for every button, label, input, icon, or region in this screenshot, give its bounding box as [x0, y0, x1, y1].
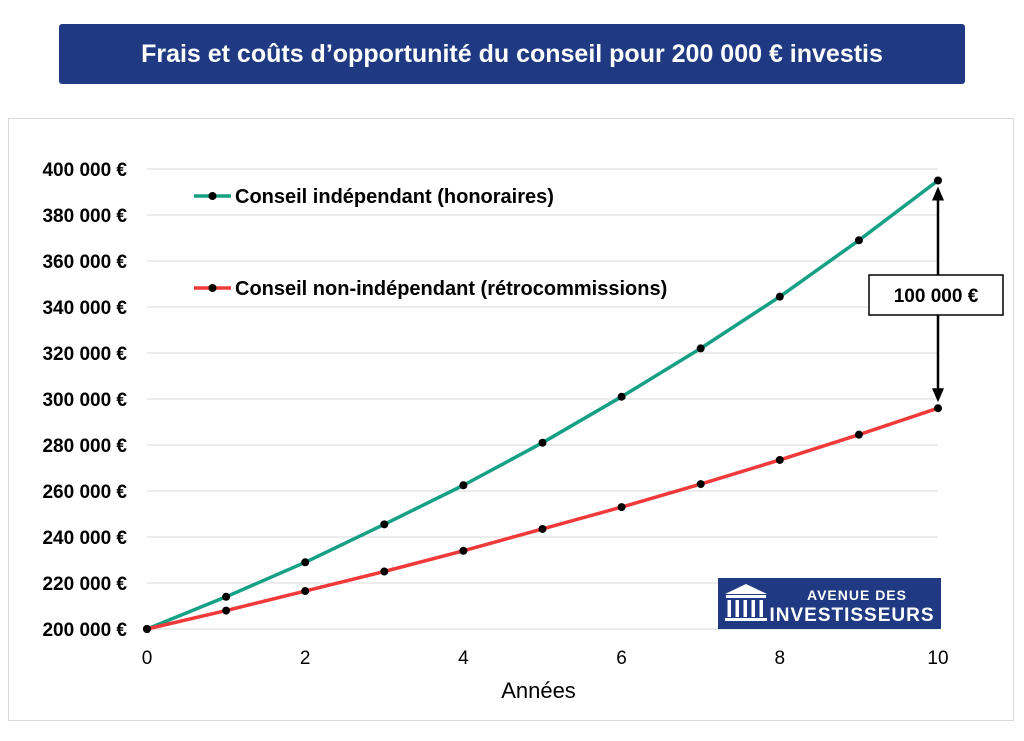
title-banner: Frais et coûts d’opportunité du conseil … [59, 24, 965, 84]
data-point [538, 524, 547, 533]
line-chart: 200 000 € 220 000 € 240 000 € 260 000 € 280 … [42, 160, 1004, 703]
data-point [696, 344, 705, 353]
y-tick-label: 360 000 € [42, 252, 127, 273]
x-tick-label: 6 [616, 648, 627, 669]
data-point [459, 546, 468, 555]
logo-column [759, 600, 763, 617]
logo-column [751, 600, 755, 617]
x-axis-title: Années [501, 678, 576, 703]
difference-label: 100 000 € [894, 286, 979, 307]
x-tick-label: 2 [300, 648, 311, 669]
y-tick-label: 260 000 € [42, 482, 127, 503]
chart-title: Frais et coûts d’opportunité du conseil … [141, 39, 883, 68]
data-point [222, 606, 231, 615]
bank-columns-icon [725, 584, 767, 621]
logo-column [727, 600, 731, 617]
series-line [145, 178, 940, 631]
logo-column [743, 600, 747, 617]
legend-label: Conseil non-indépendant (rétrocommission… [235, 278, 667, 300]
data-point [934, 404, 942, 413]
x-tick-label: 8 [775, 648, 786, 669]
chart-frame: 200 000 € 220 000 € 240 000 € 260 000 € 280 … [8, 118, 1014, 721]
data-point [854, 236, 863, 245]
data-point [301, 587, 310, 596]
data-point [775, 455, 784, 464]
y-tick-label: 220 000 € [42, 574, 127, 595]
y-tick-label: 320 000 € [42, 344, 127, 365]
logo-beam [726, 595, 766, 598]
difference-box [868, 274, 1004, 316]
logo-line2: INVESTISSEURS [769, 605, 934, 626]
data-point [222, 592, 231, 601]
data-point [934, 176, 942, 185]
x-tick-label: 0 [142, 648, 153, 669]
y-tick-label: 300 000 € [42, 390, 127, 411]
y-tick-label: 340 000 € [42, 298, 127, 319]
data-point [696, 480, 705, 489]
data-point [617, 503, 626, 512]
data-point [775, 292, 784, 301]
arrow-up-icon [932, 186, 944, 201]
data-point [380, 520, 389, 529]
data-point [459, 481, 468, 490]
legend-label: Conseil indépendant (honoraires) [235, 186, 554, 208]
logo-roof [725, 584, 767, 594]
data-point [538, 438, 547, 447]
data-point [143, 625, 151, 633]
data-point [301, 558, 310, 567]
y-tick-label: 280 000 € [42, 436, 127, 457]
data-point [380, 567, 389, 576]
y-tick-label: 240 000 € [42, 528, 127, 549]
x-tick-label: 4 [458, 648, 469, 669]
y-tick-label: 400 000 € [42, 160, 127, 181]
y-tick-label: 200 000 € [42, 620, 127, 641]
arrow-down-icon [932, 388, 944, 403]
logo-column [735, 600, 739, 617]
y-tick-label: 380 000 € [42, 206, 127, 227]
logo-line1: AVENUE DES [807, 587, 907, 603]
logo: AVENUE DES INVESTISSEURS [718, 578, 941, 629]
x-tick-label: 10 [927, 648, 948, 669]
data-point [854, 430, 863, 439]
legend-marker [208, 192, 217, 200]
data-point [617, 392, 626, 401]
logo-base [725, 618, 767, 621]
legend-marker [208, 284, 217, 292]
